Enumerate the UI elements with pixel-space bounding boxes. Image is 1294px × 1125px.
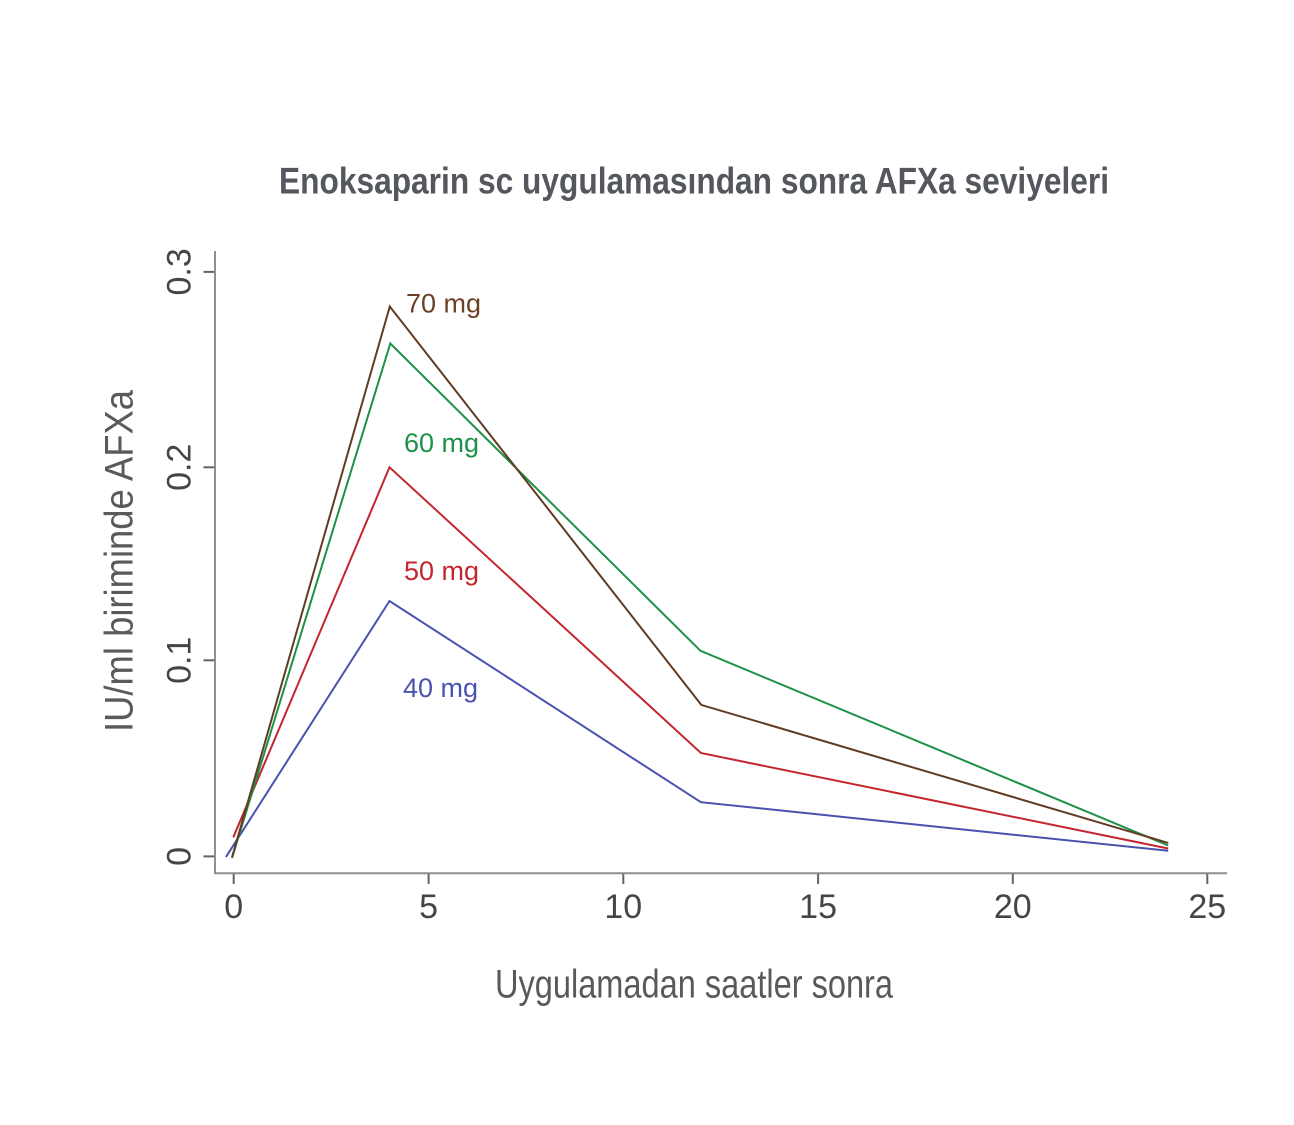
svg-text:25: 25 (1188, 888, 1226, 926)
svg-text:10: 10 (604, 888, 642, 926)
svg-text:40 mg: 40 mg (403, 673, 478, 703)
svg-text:0.2: 0.2 (161, 444, 199, 491)
svg-text:70 mg: 70 mg (406, 289, 481, 319)
svg-text:20: 20 (994, 888, 1032, 926)
svg-text:0.3: 0.3 (161, 248, 199, 295)
svg-text:IU/ml biriminde AFXa: IU/ml biriminde AFXa (98, 389, 142, 732)
svg-text:0.1: 0.1 (161, 637, 199, 684)
svg-text:0: 0 (161, 847, 199, 866)
svg-text:50 mg: 50 mg (404, 556, 479, 586)
svg-text:Enoksaparin sc uygulamasından: Enoksaparin sc uygulamasından sonra AFXa… (279, 161, 1109, 202)
svg-text:60 mg: 60 mg (404, 428, 479, 458)
svg-text:15: 15 (799, 888, 837, 926)
svg-text:Uygulamadan saatler sonra: Uygulamadan saatler sonra (495, 963, 894, 1007)
svg-text:5: 5 (419, 888, 438, 926)
svg-text:0: 0 (224, 888, 243, 926)
